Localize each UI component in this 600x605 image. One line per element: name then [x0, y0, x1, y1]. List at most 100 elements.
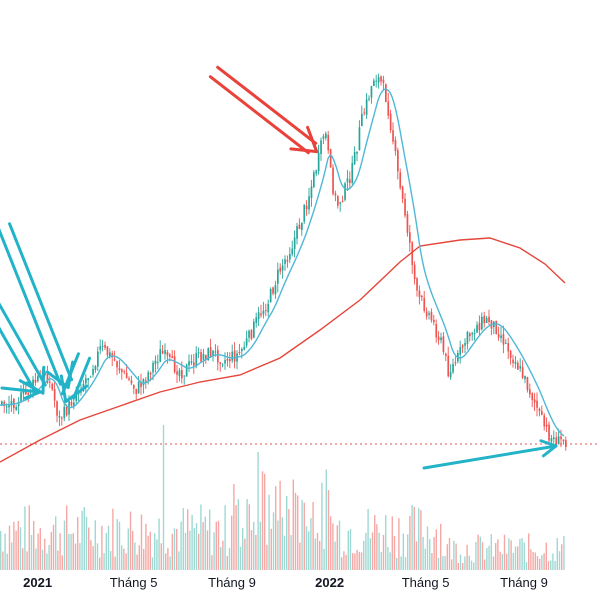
volume-bar — [415, 541, 418, 570]
candle-body — [483, 315, 486, 324]
volume-bar — [195, 523, 198, 570]
candle-body — [509, 350, 512, 358]
volume-bar — [501, 554, 503, 570]
candle-body — [123, 371, 126, 373]
candle-body — [104, 344, 106, 348]
candle-body — [471, 332, 474, 335]
volume-bar — [286, 496, 288, 570]
volume-bar — [442, 556, 444, 570]
candle-body — [365, 99, 368, 115]
candle-body — [171, 356, 174, 359]
volume-bar — [22, 548, 24, 570]
volume-bar — [266, 544, 268, 570]
volume-bar — [33, 521, 35, 570]
annotation-arrows — [0, 65, 558, 470]
volume-bar — [255, 534, 257, 570]
candle-body — [337, 196, 339, 206]
candle-body — [25, 391, 27, 395]
volume-bar — [550, 560, 552, 570]
candle-body — [226, 359, 229, 361]
volume-bar — [206, 530, 209, 570]
candle-body — [329, 149, 332, 168]
candle-body — [145, 380, 147, 382]
candle-body — [34, 379, 37, 383]
volume-bar — [253, 521, 255, 570]
x-tick-label: Tháng 9 — [500, 575, 548, 590]
candle-body — [260, 313, 262, 316]
volume-bar — [510, 540, 512, 570]
candle-body — [548, 424, 550, 441]
volume-bar — [369, 538, 371, 570]
candle-body — [238, 352, 241, 354]
candle-body — [538, 408, 541, 411]
candle-body — [382, 79, 385, 83]
candle-body — [17, 403, 20, 407]
volume-bar — [90, 540, 92, 570]
volume-bar — [363, 540, 365, 570]
candle-body — [267, 303, 270, 313]
volume-bar — [222, 540, 224, 570]
volume-bar — [554, 561, 556, 570]
volume-bar — [499, 551, 501, 570]
volume-bar — [272, 512, 275, 570]
volume-bar — [26, 551, 28, 570]
candle-body — [327, 134, 330, 151]
volume-bar — [277, 520, 279, 570]
candle-body — [125, 372, 128, 379]
volume-bar — [468, 555, 470, 570]
volume-bar — [134, 542, 136, 570]
candle-body — [22, 391, 25, 394]
volume-bar — [132, 530, 134, 570]
volume-bar — [435, 529, 437, 570]
volume-bar — [156, 539, 158, 570]
candle-body — [209, 347, 212, 357]
candle-body — [514, 361, 517, 364]
candle-body — [389, 113, 392, 131]
volume-bar — [398, 518, 400, 570]
volume-bar — [539, 558, 541, 570]
volume-bar — [171, 533, 173, 570]
candle-body — [473, 333, 476, 334]
candle-body — [358, 127, 361, 151]
candle-body — [197, 352, 200, 354]
candle-body — [418, 290, 421, 298]
volume-bar — [301, 499, 303, 570]
volume-bar — [24, 506, 26, 570]
candle-body — [399, 172, 402, 188]
long-moving-average-line — [0, 237, 566, 463]
candle-body — [447, 355, 450, 377]
candle-body — [562, 439, 565, 442]
candle-body — [353, 152, 356, 165]
candle-body — [51, 384, 54, 390]
volume-bar — [418, 508, 420, 570]
volume-bar — [28, 505, 30, 570]
candle-body — [193, 362, 195, 366]
candle-body — [32, 379, 34, 390]
volume-bar — [290, 535, 292, 570]
candle-body — [406, 214, 409, 233]
volume-bar — [279, 480, 281, 570]
volume-bar — [323, 548, 325, 570]
volume-bar — [213, 532, 215, 570]
volume-bar — [367, 509, 369, 570]
volume-bar — [464, 556, 466, 570]
volume-bar — [512, 553, 514, 570]
candle-body — [454, 362, 457, 364]
volume-bar — [294, 492, 297, 570]
volume-bar — [173, 528, 176, 570]
candle-body — [289, 254, 291, 260]
volume-bar — [411, 504, 413, 570]
volume-bar — [35, 548, 37, 570]
volume-bar — [387, 546, 389, 570]
volume-bar — [57, 550, 59, 570]
volume-bar — [198, 533, 200, 570]
volume-bar — [39, 527, 41, 570]
volume-bar — [74, 543, 77, 570]
volume-bar — [66, 505, 68, 570]
candle-body — [373, 80, 375, 86]
volume-bar — [556, 538, 558, 570]
volume-bar — [220, 547, 222, 570]
